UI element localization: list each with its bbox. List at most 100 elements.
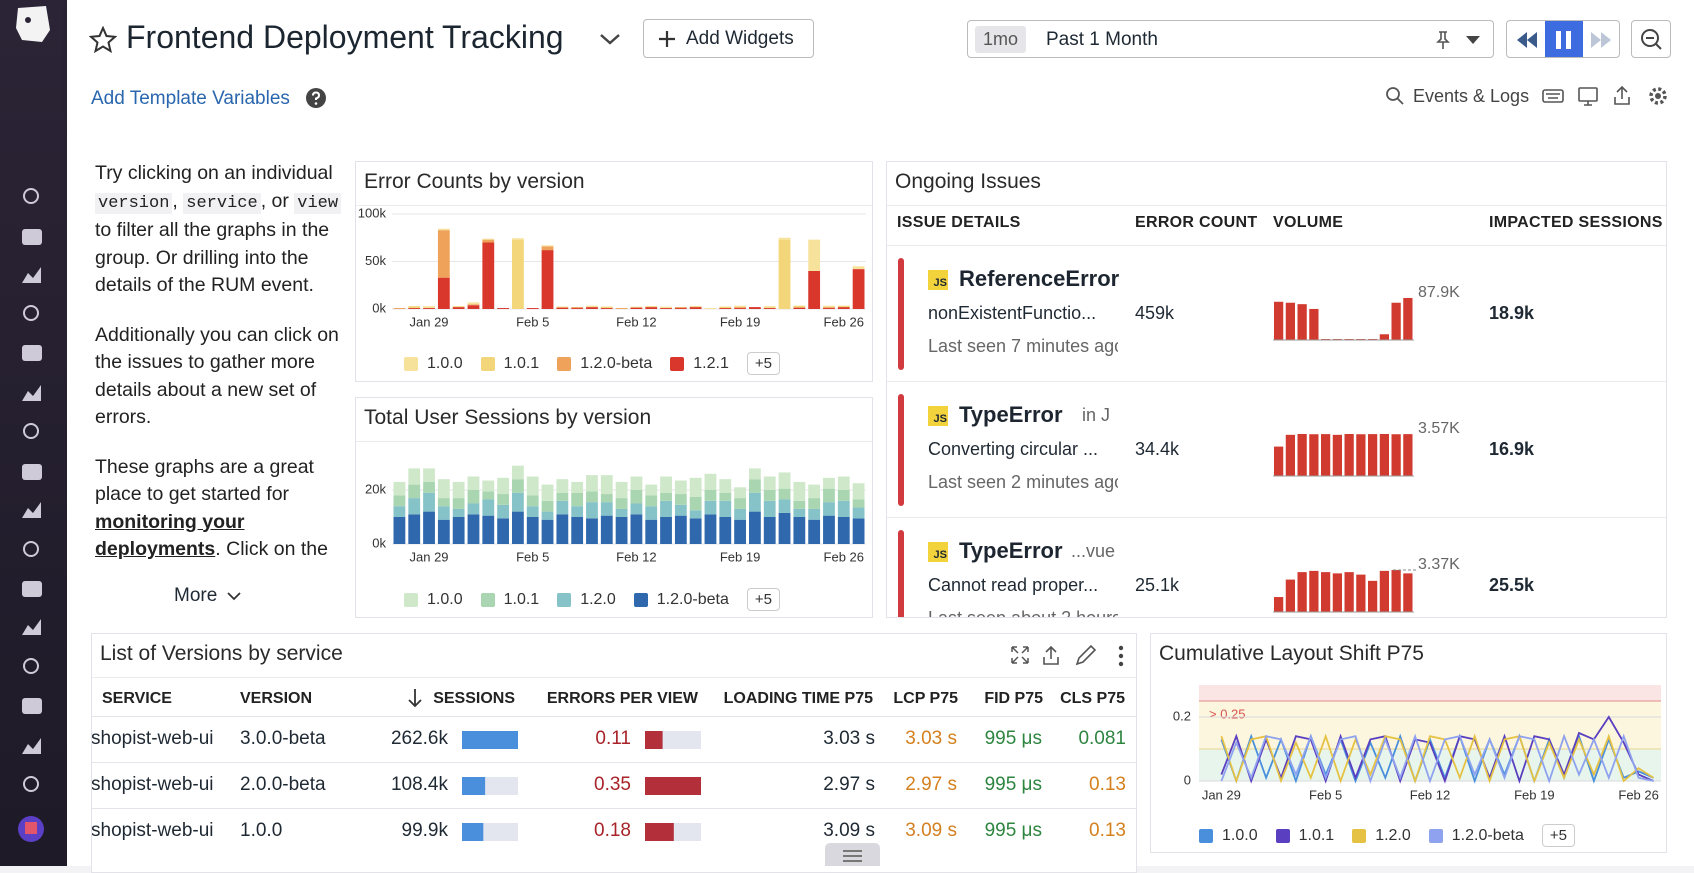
nav-icon[interactable]: [22, 619, 41, 635]
legend-item[interactable]: 1.0.0: [404, 355, 463, 373]
note-more-button[interactable]: More: [174, 585, 241, 607]
legend-item[interactable]: 1.2.0: [557, 591, 616, 609]
export-icon[interactable]: [1043, 645, 1059, 665]
template-variables-link[interactable]: Add Template Variables: [91, 88, 290, 109]
forward-button[interactable]: [1591, 32, 1611, 48]
time-picker[interactable]: 1mo Past 1 Month: [967, 20, 1494, 58]
legend-item[interactable]: 1.2.0-beta: [1428, 827, 1524, 845]
tv-mode-icon[interactable]: [1578, 87, 1598, 106]
note-link[interactable]: monitoring your deployments: [95, 510, 245, 561]
zoom-icon: [1641, 29, 1662, 50]
errors-bar: [645, 731, 701, 749]
legend-more[interactable]: +5: [746, 588, 780, 611]
issue-row[interactable]: JS TypeError ...vue Cannot read proper... La…: [887, 517, 1666, 618]
nav-icon[interactable]: [22, 581, 42, 597]
favorite-star[interactable]: [89, 26, 117, 54]
header: Frontend Deployment Tracking Add Widgets…: [67, 0, 1694, 140]
issue-row[interactable]: JS TypeError in J Converting circular ... La…: [887, 381, 1666, 517]
events-logs-button[interactable]: Events & Logs: [1413, 86, 1530, 106]
pin-icon[interactable]: [1434, 30, 1452, 50]
bar: [512, 492, 524, 512]
edit-icon[interactable]: [1075, 644, 1097, 666]
keyboard-icon[interactable]: [1542, 89, 1564, 103]
legend-item[interactable]: 1.0.1: [1275, 827, 1334, 845]
bar: [556, 479, 569, 493]
bar: [763, 517, 776, 544]
nav-icon[interactable]: [22, 267, 41, 283]
nav-icon[interactable]: [22, 345, 42, 361]
legend-item[interactable]: 1.0.1: [480, 591, 539, 609]
bar: [719, 479, 732, 493]
nav-icon[interactable]: [23, 541, 39, 557]
add-widgets-button[interactable]: Add Widgets: [643, 19, 814, 58]
bar: [393, 481, 406, 496]
bar: [541, 484, 554, 501]
share-icon[interactable]: [1614, 85, 1630, 105]
issue-row[interactable]: JS ReferenceError nonExistentFunctio... Las…: [887, 245, 1666, 381]
sort-arrow[interactable]: [407, 688, 423, 708]
bar: [660, 306, 672, 309]
legend-more[interactable]: +5: [746, 352, 780, 375]
legend-item[interactable]: 1.2.0-beta: [557, 355, 652, 373]
nav-icon[interactable]: [23, 188, 39, 204]
legend-swatch: [480, 592, 495, 607]
logo[interactable]: [16, 6, 50, 42]
nav-glyph: [22, 464, 42, 480]
nav-icon[interactable]: [23, 423, 39, 439]
bar: [823, 307, 835, 309]
bar: [571, 506, 584, 517]
legend-more[interactable]: +5: [1541, 824, 1575, 847]
bar: [423, 306, 435, 309]
note-paragraph: Additionally you can click on the issues…: [95, 323, 339, 429]
bar: [556, 514, 569, 544]
volume-bar: [1368, 580, 1378, 612]
nav-icon[interactable]: [22, 229, 42, 245]
nav-icon[interactable]: [22, 464, 42, 480]
lcp-cell: 3.03 s: [905, 728, 957, 749]
bar: [571, 308, 584, 309]
nav-icon[interactable]: [23, 776, 39, 792]
bar: [808, 508, 821, 520]
bar: [408, 306, 421, 309]
legend-item[interactable]: 1.0.1: [480, 355, 539, 373]
nav-icon[interactable]: [23, 305, 39, 321]
fullscreen-icon[interactable]: [1011, 646, 1029, 664]
legend-item[interactable]: 1.0.0: [1199, 827, 1258, 845]
pause-button[interactable]: [1545, 21, 1583, 58]
time-caret[interactable]: [1465, 34, 1481, 46]
nav-icon[interactable]: [22, 385, 41, 401]
nav-icon[interactable]: [23, 658, 39, 674]
bar: [719, 308, 732, 309]
nav-icon[interactable]: [22, 502, 41, 518]
bar: [423, 308, 435, 309]
nav-icon[interactable]: [22, 698, 42, 714]
bar: [600, 306, 613, 309]
title-menu-chevron[interactable]: [598, 30, 622, 48]
drag-handle[interactable]: [825, 843, 880, 866]
bar: [526, 308, 539, 309]
series-line: [1220, 733, 1654, 784]
nav-icon[interactable]: [22, 738, 41, 754]
nav-glyph: [23, 423, 39, 439]
help-icon[interactable]: [305, 87, 327, 109]
bar: [808, 484, 821, 499]
settings-icon[interactable]: [1649, 87, 1667, 105]
legend-item[interactable]: 1.2.0: [1352, 827, 1411, 845]
volume-bar: [1297, 572, 1307, 612]
pause-bar: [1556, 31, 1561, 49]
dashboard-title: Frontend Deployment Tracking: [126, 19, 564, 55]
legend-item[interactable]: 1.2.1: [670, 355, 729, 373]
legend-item[interactable]: 1.2.0-beta: [633, 591, 729, 609]
legend-item[interactable]: 1.0.0: [404, 591, 463, 609]
bar: [526, 476, 539, 496]
last-seen: Last seen about 2 hours ago: [928, 608, 1118, 618]
rewind-button[interactable]: [1517, 32, 1537, 48]
column-header: VOLUME: [1273, 214, 1344, 231]
bar: [452, 306, 465, 308]
bar: [497, 494, 509, 505]
more-icon[interactable]: [1118, 645, 1124, 667]
zoom-out-button[interactable]: [1631, 20, 1671, 58]
bar: [541, 519, 554, 544]
error-count: 34.4k: [1135, 439, 1180, 459]
bar: [408, 308, 421, 309]
